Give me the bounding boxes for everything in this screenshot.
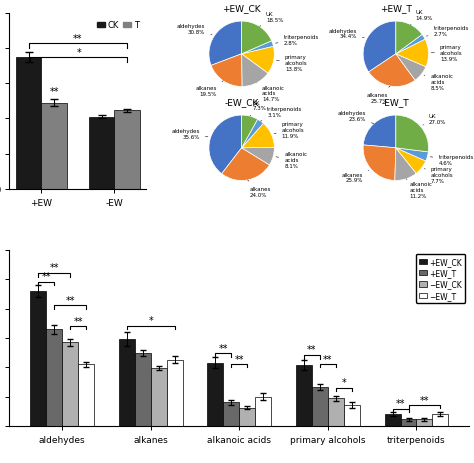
Wedge shape: [242, 42, 273, 55]
Text: alkanoic
acids
8.1%: alkanoic acids 8.1%: [276, 152, 307, 169]
Bar: [16, 58, 41, 189]
Bar: [41, 103, 67, 189]
Text: aldehydes
23.6%: aldehydes 23.6%: [337, 111, 374, 125]
Text: aldehydes
30.8%: aldehydes 30.8%: [177, 24, 212, 35]
Text: UK
18.5%: UK 18.5%: [260, 13, 283, 27]
Text: **: **: [50, 263, 59, 273]
Wedge shape: [363, 22, 396, 73]
Text: aldehydes
35.6%: aldehydes 35.6%: [172, 129, 208, 140]
Bar: [384, 414, 401, 426]
Bar: [167, 360, 182, 426]
Wedge shape: [363, 116, 396, 149]
Wedge shape: [396, 40, 428, 68]
Text: **: **: [49, 86, 59, 96]
Text: triterpenoids
2.8%: triterpenoids 2.8%: [275, 35, 319, 46]
Wedge shape: [396, 55, 426, 81]
Bar: [432, 414, 448, 426]
Text: alkanoic
acids
14.7%: alkanoic acids 14.7%: [256, 84, 285, 102]
Bar: [344, 406, 360, 426]
Text: triterpenoids
4.6%: triterpenoids 4.6%: [430, 155, 474, 166]
Text: alkanoic
acids
8.5%: alkanoic acids 8.5%: [424, 74, 453, 90]
Wedge shape: [242, 22, 272, 55]
Text: **: **: [419, 395, 429, 405]
Bar: [46, 330, 62, 426]
Bar: [239, 408, 255, 426]
Text: UK
27.0%: UK 27.0%: [423, 114, 447, 126]
Text: UK
7.3%: UK 7.3%: [250, 100, 267, 117]
Bar: [30, 292, 46, 426]
Bar: [208, 363, 223, 426]
Bar: [296, 365, 312, 426]
Bar: [401, 419, 417, 426]
Bar: [135, 353, 151, 426]
Text: triterpenoids
2.7%: triterpenoids 2.7%: [427, 26, 469, 37]
Bar: [312, 387, 328, 426]
Text: **: **: [73, 316, 83, 326]
Text: aldehydes
34.4%: aldehydes 34.4%: [328, 29, 365, 39]
Bar: [328, 399, 344, 426]
Wedge shape: [396, 22, 422, 55]
Text: alkanes
19.5%: alkanes 19.5%: [195, 81, 223, 96]
Title: -EW_CK: -EW_CK: [225, 98, 259, 107]
Legend: +EW_CK, +EW_T, −EW_CK, −EW_T: +EW_CK, +EW_T, −EW_CK, −EW_T: [416, 255, 465, 303]
Wedge shape: [396, 35, 425, 55]
Wedge shape: [242, 55, 268, 88]
Title: +EW_CK: +EW_CK: [222, 4, 261, 13]
Text: alkanes
24.0%: alkanes 24.0%: [247, 181, 271, 197]
Bar: [223, 403, 239, 426]
Bar: [78, 364, 94, 426]
Text: primary
alcohols
11.9%: primary alcohols 11.9%: [274, 122, 304, 138]
Text: **: **: [307, 344, 317, 355]
Text: *: *: [76, 48, 81, 58]
Wedge shape: [396, 149, 428, 162]
Wedge shape: [396, 149, 426, 174]
Text: *: *: [341, 377, 346, 388]
Wedge shape: [242, 120, 264, 149]
Text: primary
alcohols
13.8%: primary alcohols 13.8%: [276, 55, 308, 72]
Wedge shape: [395, 149, 416, 181]
Wedge shape: [242, 148, 274, 166]
Text: alkanes
25.7%: alkanes 25.7%: [367, 87, 390, 103]
Wedge shape: [242, 124, 274, 149]
Text: *: *: [148, 315, 153, 325]
Wedge shape: [209, 22, 242, 66]
Bar: [62, 342, 78, 426]
Text: alkanes
25.9%: alkanes 25.9%: [341, 171, 369, 183]
Text: **: **: [396, 399, 405, 408]
Wedge shape: [363, 145, 396, 181]
Text: primary
alcohols
7.7%: primary alcohols 7.7%: [424, 167, 454, 184]
Text: primary
alcohols
13.9%: primary alcohols 13.9%: [431, 45, 463, 62]
Title: +EW_T: +EW_T: [380, 4, 412, 13]
Title: -EW_T: -EW_T: [382, 98, 410, 107]
Text: **: **: [323, 354, 333, 364]
Wedge shape: [211, 55, 242, 88]
Wedge shape: [242, 116, 257, 149]
Wedge shape: [396, 116, 428, 152]
Text: UK
14.9%: UK 14.9%: [410, 10, 433, 25]
Wedge shape: [242, 47, 274, 74]
Text: triterpenoids
3.1%: triterpenoids 3.1%: [261, 107, 302, 122]
Wedge shape: [369, 55, 415, 88]
Text: **: **: [219, 343, 228, 353]
Text: alkanoic
acids
11.2%: alkanoic acids 11.2%: [406, 180, 433, 199]
Wedge shape: [222, 149, 270, 181]
Text: **: **: [42, 272, 51, 282]
Text: **: **: [65, 295, 75, 305]
Bar: [119, 339, 135, 426]
Text: **: **: [235, 354, 244, 364]
Bar: [417, 419, 432, 426]
Legend: CK, T: CK, T: [93, 18, 142, 34]
Bar: [255, 397, 271, 426]
Bar: [89, 117, 115, 189]
Bar: [115, 111, 140, 189]
Bar: [151, 368, 167, 426]
Text: **: **: [73, 34, 82, 44]
Wedge shape: [209, 116, 242, 174]
